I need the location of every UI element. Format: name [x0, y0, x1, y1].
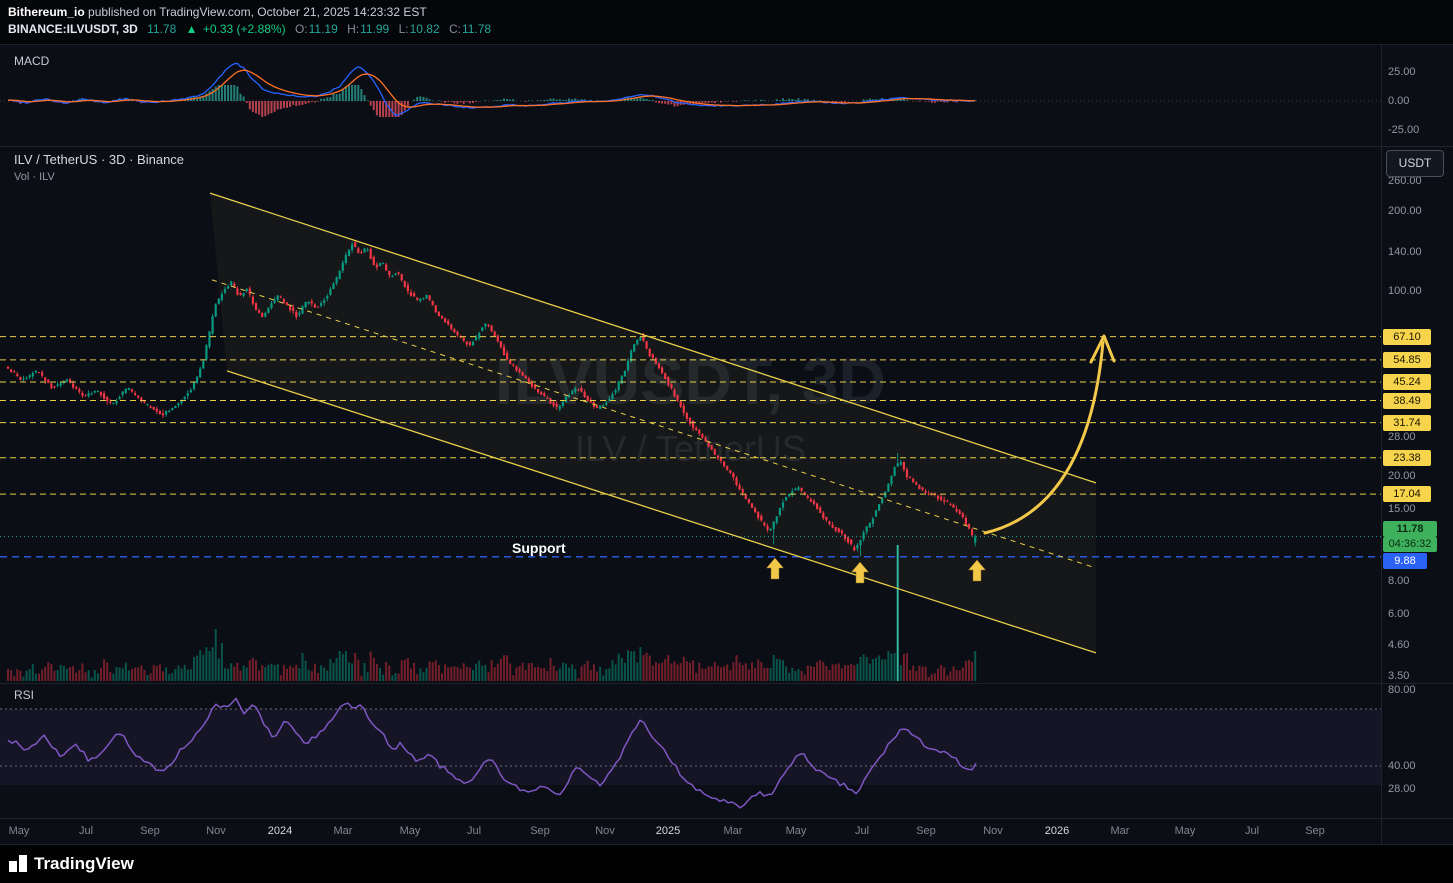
descending-channel[interactable] [209, 192, 1097, 654]
up-arrow-icon [967, 559, 987, 582]
divider[interactable] [0, 146, 1453, 147]
macd-axis-label: 25.00 [1388, 66, 1416, 78]
price-axis-label: 100.00 [1388, 284, 1422, 297]
divider [0, 844, 1453, 845]
last-price: 11.78 [147, 22, 177, 36]
time-axis-month-label: Sep [1305, 825, 1325, 837]
price-axis-label: 28.00 [1388, 431, 1416, 444]
rsi-axis-label: 40.00 [1388, 760, 1416, 772]
time-axis-year-label: 2024 [267, 825, 293, 837]
rsi-indicator [0, 697, 1381, 809]
time-axis-month-label: Sep [916, 825, 936, 837]
volume-study-label[interactable]: Vol · ILV [14, 171, 55, 183]
open-label: O: [294, 22, 308, 36]
chart-title[interactable]: ILV / TetherUS · 3D · Binance [14, 152, 185, 167]
currency-toggle-usdt[interactable]: USDT [1386, 150, 1444, 177]
divider [0, 44, 1453, 45]
price-axis-label: 200.00 [1388, 205, 1422, 218]
arrowhead-icon [1089, 334, 1116, 364]
price-axis-label: 20.00 [1388, 469, 1416, 482]
byline-text: published on TradingView.com, October 21… [84, 5, 427, 19]
time-axis-month-label: Nov [206, 825, 226, 837]
time-axis-month-label: Sep [530, 825, 550, 837]
time-axis-month-label: Nov [595, 825, 615, 837]
volume-bars [7, 545, 977, 681]
rsi-axis-label: 80.00 [1388, 684, 1416, 696]
time-axis-month-label: Mar [1110, 825, 1130, 837]
tradingview-logo-text[interactable]: TradingView [34, 854, 134, 873]
footer: TradingView [0, 845, 1453, 883]
close-label: C: [448, 22, 461, 36]
time-scale[interactable]: May Jul Sep Nov 2024 Mar May Jul Sep Nov 2025 Mar Ma… [0, 818, 1381, 844]
time-axis-month-label: May [8, 825, 30, 837]
price-axis-label: 15.00 [1388, 502, 1416, 515]
price-axis-label: 3.50 [1388, 670, 1410, 683]
macd-indicator [0, 62, 1381, 117]
bar-countdown-chip: 04:36:32 [1383, 536, 1437, 552]
axis-divider [1381, 44, 1382, 844]
low-value: 10.82 [409, 22, 440, 36]
time-axis-month-label: Nov [983, 825, 1003, 837]
price-axis-label: 140.00 [1388, 246, 1422, 259]
open-value: 11.19 [308, 22, 338, 36]
price-change: +0.33 (+2.88%) [202, 22, 286, 36]
change-up-icon: ▲ [185, 22, 198, 36]
candlestick-series [6, 241, 977, 557]
level-price-chip: 54.85 [1383, 351, 1431, 368]
time-axis-month-label: Mar [333, 825, 353, 837]
divider[interactable] [0, 818, 1453, 819]
time-axis-year-label: 2026 [1044, 825, 1070, 837]
level-price-chip: 17.04 [1383, 486, 1431, 503]
symbol-info-bar: BINANCE:ILVUSDT, 3D 11.78 ▲ +0.33 (+2.88… [8, 22, 497, 36]
author-name: Bithereum_io [8, 5, 85, 19]
price-axis-label: 6.00 [1388, 608, 1410, 621]
time-axis-month-label: Jul [466, 825, 482, 837]
high-value: 11.99 [360, 22, 390, 36]
time-axis-year-label: 2025 [655, 825, 681, 837]
price-axis-label: 8.00 [1388, 575, 1410, 588]
header: Bithereum_io published on TradingView.co… [0, 0, 1453, 44]
high-label: H: [347, 22, 360, 36]
time-axis-month-label: May [785, 825, 807, 837]
price-axis-label: 260.00 [1388, 175, 1422, 187]
close-value: 11.78 [461, 22, 492, 36]
symbol-name[interactable]: BINANCE:ILVUSDT, 3D [8, 22, 138, 36]
level-price-chip: 67.10 [1383, 328, 1431, 345]
low-label: L: [398, 22, 409, 36]
time-axis-month-label: Jul [78, 825, 94, 837]
buy-signal-arrows[interactable] [765, 557, 987, 584]
level-price-chip: 31.74 [1383, 414, 1431, 431]
time-axis-month-label: Sep [140, 825, 160, 837]
byline: Bithereum_io published on TradingView.co… [8, 5, 427, 19]
support-annotation-label[interactable]: Support [512, 540, 566, 556]
macd-axis-label: -25.00 [1388, 124, 1420, 136]
macd-axis-label: 0.00 [1388, 95, 1410, 107]
current-price-chip: 11.78 [1383, 520, 1437, 537]
up-arrow-icon [765, 557, 785, 580]
projection-arrow[interactable] [983, 334, 1116, 535]
rsi-pane-label[interactable]: RSI [14, 688, 35, 702]
support-price-chip: 9.88 [1383, 552, 1427, 569]
level-price-chip: 45.24 [1383, 373, 1431, 390]
chart-canvas[interactable] [0, 0, 1381, 845]
time-axis-month-label: Jul [854, 825, 870, 837]
price-axis-label: 4.60 [1388, 638, 1410, 651]
time-axis-month-label: May [399, 825, 421, 837]
price-level-lines[interactable] [0, 336, 1381, 558]
rsi-axis-label: 28.00 [1388, 782, 1416, 795]
time-axis-month-label: Mar [723, 825, 743, 837]
level-price-chip: 23.38 [1383, 449, 1431, 466]
tradingview-logo-icon[interactable] [9, 855, 29, 873]
macd-pane-label[interactable]: MACD [14, 54, 50, 68]
time-axis-month-label: May [1174, 825, 1196, 837]
divider[interactable] [0, 683, 1453, 684]
time-axis-month-label: Jul [1244, 825, 1260, 837]
price-scale[interactable]: 260.00 200.00 140.00 100.00 28.00 20.00 15.00 8… [1381, 0, 1453, 845]
level-price-chip: 38.49 [1383, 392, 1431, 409]
up-arrow-icon [850, 561, 870, 584]
